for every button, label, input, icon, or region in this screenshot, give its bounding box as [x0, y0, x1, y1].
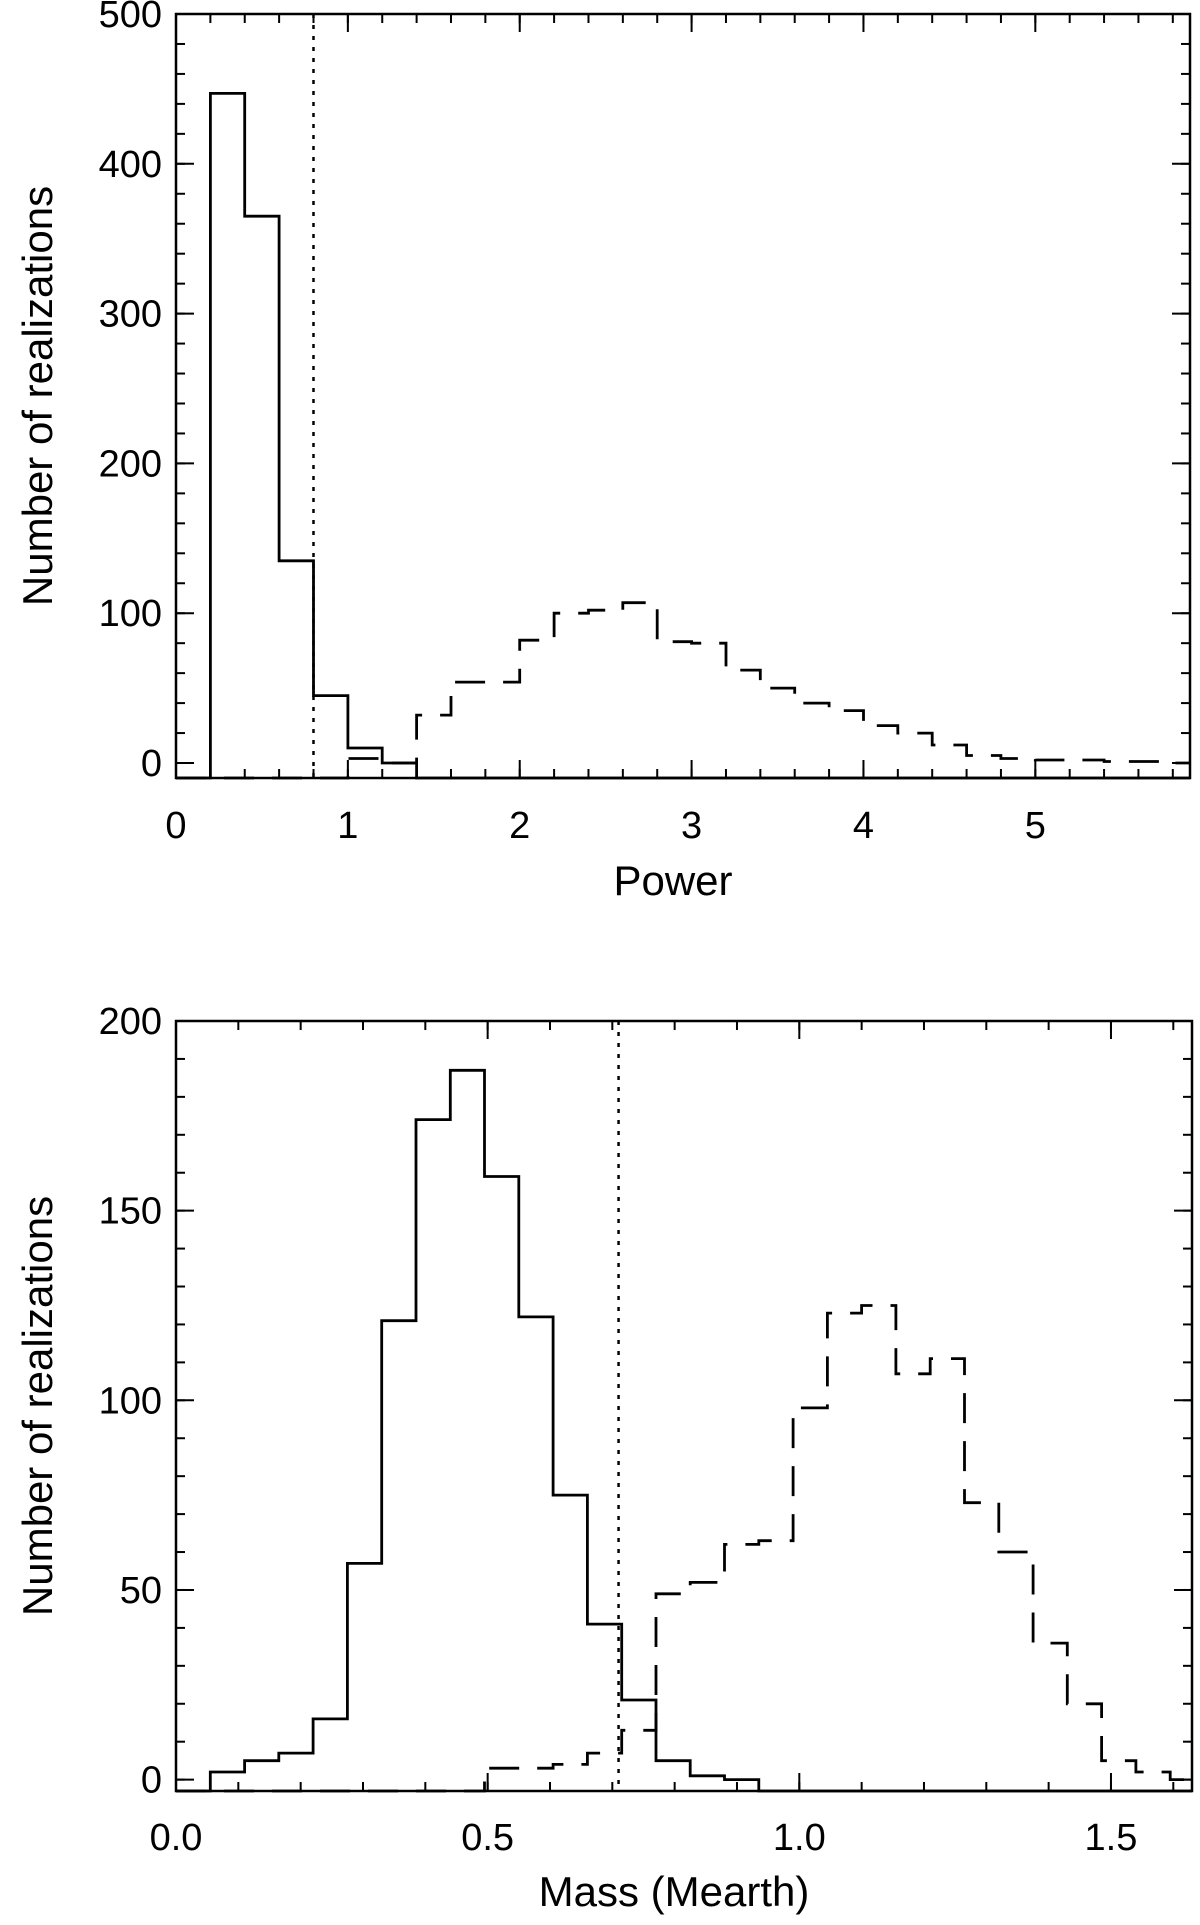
dashed-histogram-series	[176, 601, 1190, 780]
y-tick-label: 300	[99, 294, 162, 336]
x-tick-label: 0	[165, 805, 186, 847]
x-tick-label: 0.0	[150, 1817, 203, 1859]
x-tick-label: 1.5	[1085, 1817, 1138, 1859]
x-axis-title: Power	[613, 857, 732, 904]
y-tick-label: 0	[141, 743, 162, 785]
solid-histogram-series	[176, 92, 1190, 780]
plot-frame	[174, 1019, 1194, 1793]
x-axis-title: Mass (Mearth)	[539, 1868, 810, 1915]
solid-histogram-series	[176, 1068, 1192, 1793]
x-tick-label: 5	[1025, 805, 1046, 847]
y-tick-label: 200	[99, 1001, 162, 1043]
y-axis-title: Number of realizations	[14, 1196, 61, 1616]
x-tick-label: 3	[681, 805, 702, 847]
plot-frame	[174, 12, 1192, 780]
y-tick-label: 100	[99, 1380, 162, 1422]
y-tick-label: 50	[120, 1570, 162, 1612]
y-tick-label: 150	[99, 1191, 162, 1233]
mass-histogram-panel: 0.0 0.5 1.0 1.5 0 50 100 150 200 Mass (Mearth) Num…	[14, 1001, 1194, 1915]
x-tick-label: 1.0	[773, 1817, 826, 1859]
x-tick-label: 2	[509, 805, 530, 847]
x-tick-label: 1	[337, 805, 358, 847]
y-tick-label: 400	[99, 144, 162, 186]
dashed-histogram-series	[176, 1304, 1192, 1793]
y-axis-title: Number of realizations	[14, 186, 61, 606]
x-tick-label: 0.5	[461, 1817, 514, 1859]
y-tick-label: 100	[99, 593, 162, 635]
y-tick-label: 500	[99, 0, 162, 36]
y-tick-label: 0	[141, 1760, 162, 1802]
y-tick-label: 200	[99, 443, 162, 485]
power-histogram-panel: 0 1 2 3 4 5 0 100 200 300 400 500 Power Number of rea…	[14, 0, 1192, 904]
x-tick-label: 4	[853, 805, 874, 847]
